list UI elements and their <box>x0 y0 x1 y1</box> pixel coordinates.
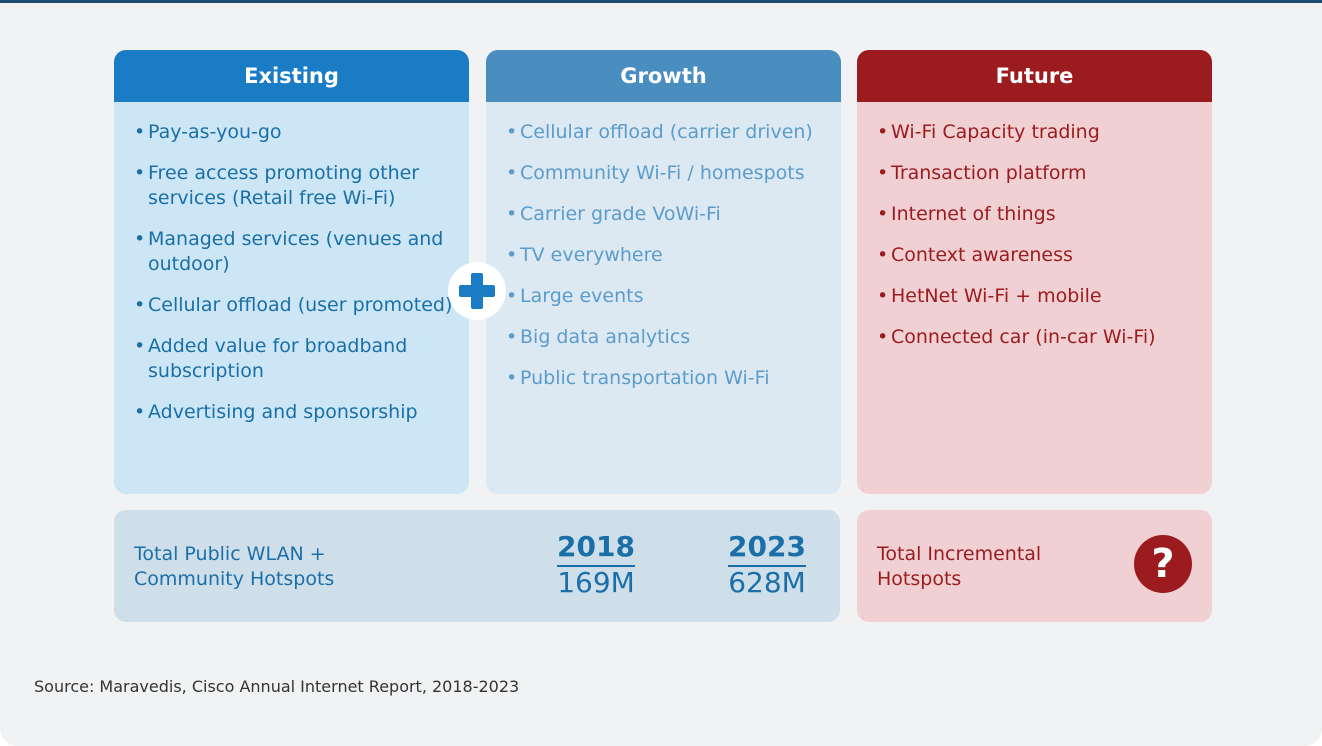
stat-value: 628M <box>728 566 806 599</box>
column-title: Existing <box>114 50 469 102</box>
list-item: Public transportation Wi-Fi <box>506 366 825 391</box>
stat: 2018 169M <box>541 530 651 602</box>
list-item: Community Wi-Fi / homespots <box>506 161 825 186</box>
column-future: Future Wi-Fi Capacity trading Transaction… <box>857 50 1212 494</box>
item-list: Cellular offload (carrier driven) Communi… <box>486 102 841 391</box>
column-title: Future <box>857 50 1212 102</box>
plus-icon <box>448 262 506 320</box>
stat: 2023 628M <box>712 530 822 602</box>
item-list: Pay-as-you-go Free access promoting other… <box>114 102 469 425</box>
list-item: Transaction platform <box>877 161 1196 186</box>
list-item: Connected car (in-car Wi-Fi) <box>877 325 1196 350</box>
list-item: HetNet Wi-Fi + mobile <box>877 284 1196 309</box>
item-list: Wi-Fi Capacity trading Transaction platfo… <box>857 102 1212 350</box>
stat-year: 2023 <box>728 530 806 567</box>
totals-box: Total Public WLAN + Community Hotspots 2… <box>114 510 840 622</box>
list-item: Cellular offload (user promoted) <box>134 293 453 318</box>
list-item: Pay-as-you-go <box>134 120 453 145</box>
list-item: Managed services (venues and outdoor) <box>134 227 453 277</box>
list-item: Context awareness <box>877 243 1196 268</box>
totals-label: Total Public WLAN + Community Hotspots <box>134 543 335 590</box>
stat-value: 169M <box>557 566 635 599</box>
question-icon: ? <box>1134 535 1192 593</box>
list-item: Carrier grade VoWi-Fi <box>506 202 825 227</box>
list-item: Big data analytics <box>506 325 825 350</box>
list-item: Wi-Fi Capacity trading <box>877 120 1196 145</box>
list-item: Large events <box>506 284 825 309</box>
column-growth: Growth Cellular offload (carrier driven)… <box>486 50 841 494</box>
future-total-label: Total Incremental Hotspots <box>877 543 1042 590</box>
list-item: TV everywhere <box>506 243 825 268</box>
list-item: Added value for broadband subscription <box>134 334 453 384</box>
list-item: Cellular offload (carrier driven) <box>506 120 825 145</box>
list-item: Advertising and sponsorship <box>134 400 453 425</box>
source: Source: Maravedis, Cisco Annual Internet… <box>34 677 520 696</box>
column-existing: Existing Pay-as-you-go Free access promot… <box>114 50 469 494</box>
list-item: Free access promoting other services (Re… <box>134 161 453 211</box>
column-title: Growth <box>486 50 841 102</box>
stat-year: 2018 <box>557 530 635 567</box>
list-item: Internet of things <box>877 202 1196 227</box>
future-total-box: Total Incremental Hotspots ? <box>857 510 1212 622</box>
